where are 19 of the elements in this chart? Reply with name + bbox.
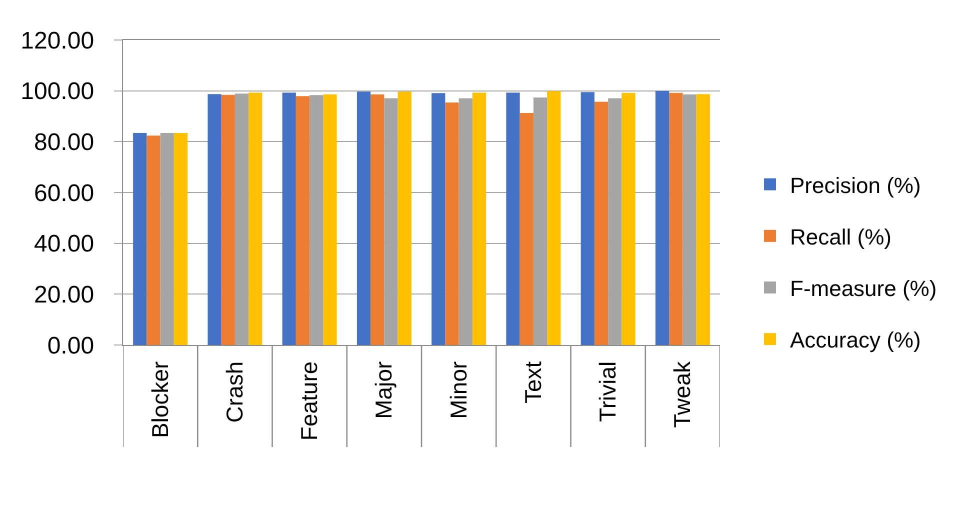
y-tick-label: 40.00 [34,230,94,258]
y-tick-label: 120.00 [20,27,94,54]
x-tick-label: Minor [445,361,472,419]
legend-label: Recall (%) [790,224,892,250]
x-tick-label: Text [520,360,546,404]
y-tick-label: 0.00 [47,332,94,360]
x-tick-label: Major [370,361,397,419]
y-tick-label: 80.00 [34,129,94,156]
legend-label: Precision (%) [790,172,921,198]
x-tick-label: Feature [296,361,322,441]
x-tick-label: Blocker [146,361,173,438]
y-tick-label: 20.00 [34,282,94,309]
x-tick-label: Tweak [669,360,696,428]
x-tick-label: Crash [221,361,248,423]
y-tick-label: 100.00 [20,78,94,106]
x-tick-label: Trivial [594,361,621,422]
legend-label: Accuracy (%) [790,328,921,353]
legend-label: F-measure (%) [790,276,937,302]
y-tick-label: 60.00 [34,180,94,207]
